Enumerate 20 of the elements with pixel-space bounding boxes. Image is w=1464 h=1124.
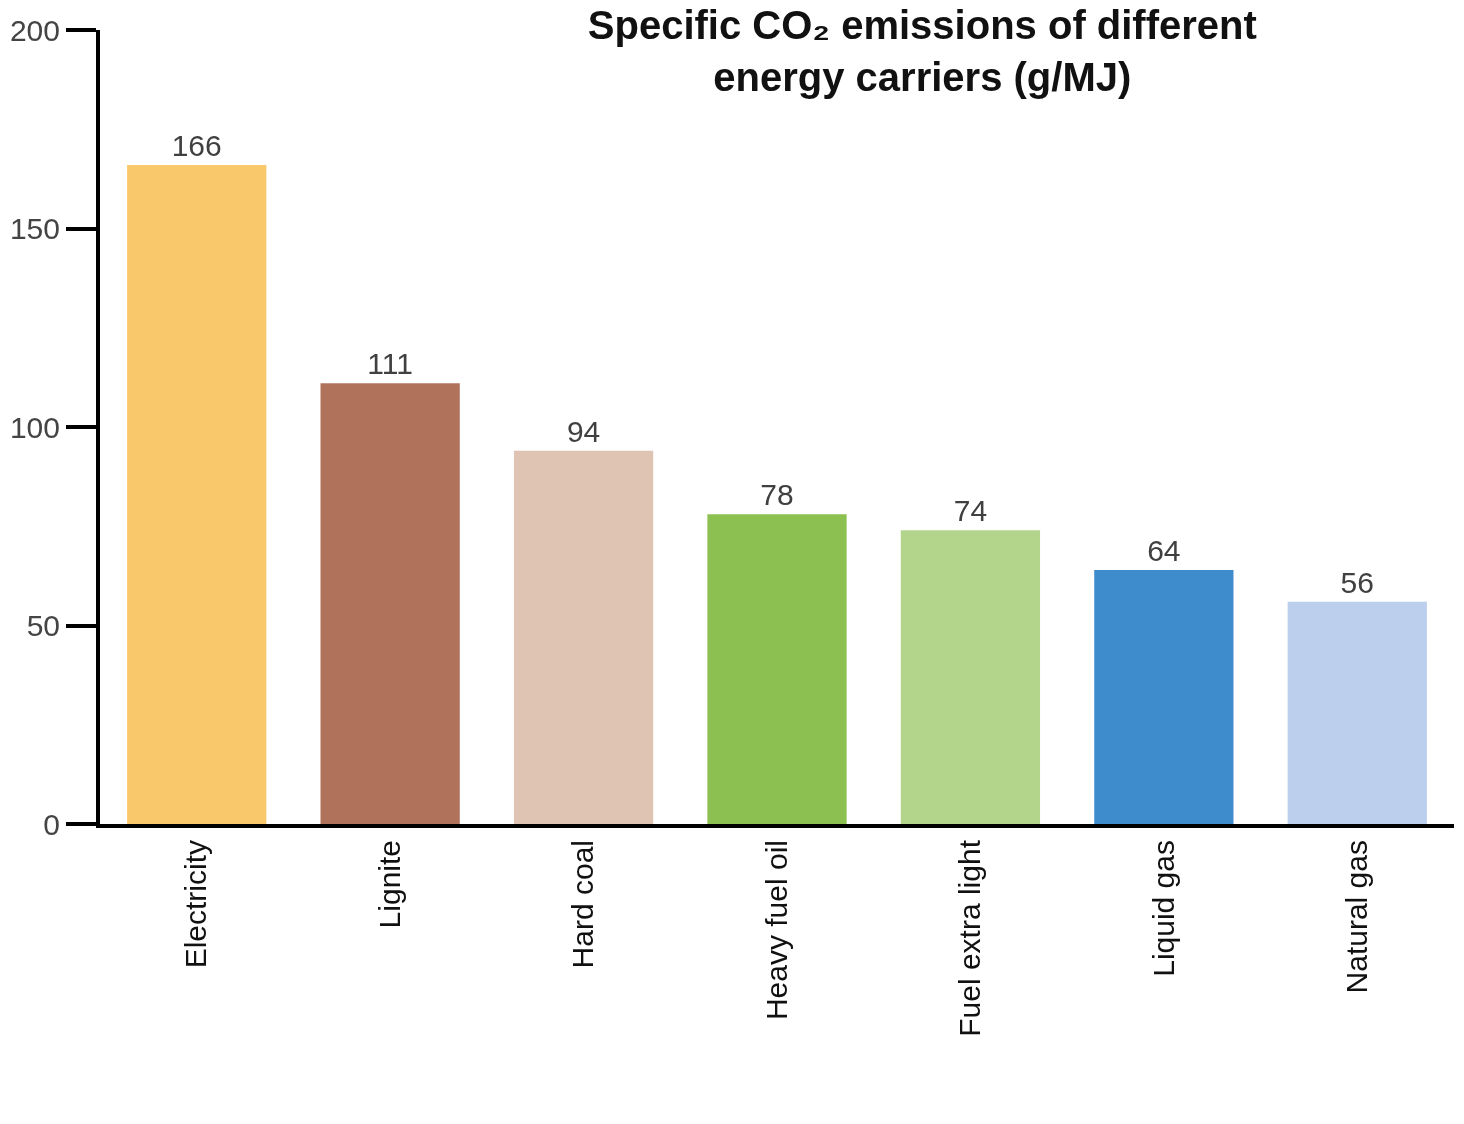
y-tick-label: 0 bbox=[43, 807, 60, 841]
data-label: 111 bbox=[367, 347, 413, 381]
x-tick-label: Hard coal bbox=[566, 840, 600, 969]
data-label: 64 bbox=[1147, 533, 1181, 567]
y-tick-label: 150 bbox=[9, 212, 60, 245]
data-label: 78 bbox=[760, 478, 794, 512]
x-tick-label: Lignite bbox=[372, 840, 406, 929]
chart-title: Specific CO₂ emissions of different energy carriers (g/MJ) bbox=[587, 3, 1257, 100]
x-tick-label: Electricity bbox=[179, 840, 213, 969]
y-tick-label: 50 bbox=[26, 609, 60, 642]
x-tick-label: Fuel extra light bbox=[953, 839, 987, 1037]
x-tick-label: Natural gas bbox=[1340, 840, 1374, 994]
y-tick-label: 100 bbox=[9, 410, 60, 444]
data-label: 74 bbox=[953, 494, 988, 528]
y-tick-label: 200 bbox=[9, 13, 60, 47]
data-label: 94 bbox=[566, 414, 601, 448]
x-tick-label: Liquid gas bbox=[1146, 840, 1180, 977]
x-tick-label: Heavy fuel oil bbox=[759, 840, 793, 1021]
data-label: 56 bbox=[1340, 565, 1374, 599]
data-label: 166 bbox=[171, 128, 222, 162]
